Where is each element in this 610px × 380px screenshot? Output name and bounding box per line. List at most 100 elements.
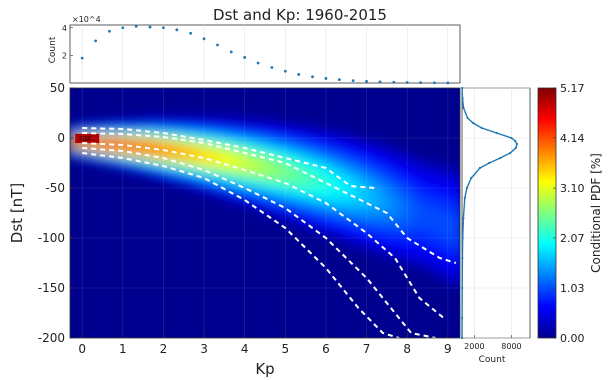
kp-count-point <box>243 56 247 59</box>
kp-count-point <box>134 24 138 28</box>
dst-count-point <box>461 236 464 240</box>
dst-count-point <box>509 151 512 155</box>
kp-count-ytick: 4 <box>62 24 67 33</box>
kp-count-point <box>216 43 219 47</box>
dst-count-curve <box>461 87 518 339</box>
kp-count-multiplier: ×10^4 <box>72 15 101 24</box>
kp-count-point <box>162 26 165 30</box>
dst-count-point <box>488 161 491 165</box>
y-tick-label: -150 <box>38 281 65 295</box>
colorbar-tick-label: 3.10 <box>560 182 585 195</box>
dst-count-point <box>495 131 498 135</box>
kp-count-point <box>80 56 84 60</box>
x-tick-label: 3 <box>200 342 208 356</box>
kp-count-point <box>121 26 125 30</box>
dst-count-point <box>461 286 464 290</box>
contour-line-3 <box>82 142 445 319</box>
contour-line-1 <box>82 127 375 189</box>
contour-line-5 <box>82 152 400 338</box>
dst-count-point <box>462 106 465 110</box>
x-tick-label: 4 <box>241 342 249 356</box>
kp-count-point <box>324 77 328 80</box>
dst-count-point <box>472 121 475 125</box>
dst-count-panel: 2000 8000 Count <box>460 86 531 365</box>
dst-count-point <box>466 116 469 120</box>
dst-count-point <box>460 316 464 320</box>
dst-count-point <box>514 146 517 150</box>
colorbar-tick-label: 2.07 <box>560 232 585 245</box>
heatmap-field <box>70 117 460 287</box>
kp-count-point <box>175 28 179 32</box>
y-tick-label: 0 <box>57 131 65 145</box>
x-tick-label: 7 <box>363 342 371 356</box>
kp-count-point <box>446 81 450 85</box>
dst-count-point <box>470 176 473 180</box>
kp-count-point <box>419 81 422 85</box>
dst-count-point <box>510 136 513 140</box>
colorbar-tick-label: 4.14 <box>560 132 585 145</box>
kp-count-ylabel: Count <box>48 36 58 63</box>
dst-count-xtick: 8000 <box>501 342 521 351</box>
dst-count-point <box>515 142 519 146</box>
colorbar-gradient <box>537 87 557 339</box>
dst-count-point <box>480 126 483 130</box>
y-tick-label: -50 <box>45 181 65 195</box>
kp-count-point <box>94 39 97 43</box>
colorbar-tick-label: 0.00 <box>560 332 585 345</box>
y-tick-label: -100 <box>38 231 65 245</box>
colorbar-tick-label: 1.03 <box>560 282 585 295</box>
dst-count-point <box>460 336 464 340</box>
kp-count-point <box>148 25 152 29</box>
kp-count-panel: 4 2 ×10^4 Count <box>48 15 461 85</box>
kp-count-point <box>297 73 301 76</box>
kp-count-point <box>392 80 396 84</box>
chart-title: Dst and Kp: 1960-2015 <box>213 6 387 24</box>
kp-count-point <box>337 78 341 82</box>
kp-count-point <box>405 81 409 84</box>
dst-count-frame <box>461 87 531 339</box>
dst-count-point <box>514 139 517 143</box>
kp-count-point <box>189 31 193 35</box>
dst-count-point <box>461 256 464 260</box>
kp-count-point <box>311 75 314 79</box>
colorbar-label: Conditional PDF [%] <box>589 153 603 273</box>
heatmap-panel: 0 1 2 3 4 5 6 7 8 9 50 0 -50 -100 -150 -200 Kp Dst [nT… <box>8 81 461 378</box>
colorbar-tick-label: 5.17 <box>560 82 585 95</box>
x-tick-label: 0 <box>78 342 86 356</box>
x-tick-label: 8 <box>403 342 411 356</box>
kp-count-point <box>433 81 436 85</box>
dst-count-point <box>499 156 502 160</box>
x-tick-label: 9 <box>444 342 452 356</box>
kp-count-point <box>229 50 233 54</box>
heatmap-frame <box>69 87 461 339</box>
x-tick-label: 6 <box>322 342 330 356</box>
x-tick-label: 2 <box>160 342 168 356</box>
dst-count-point <box>465 186 469 190</box>
y-tick-label: 50 <box>50 81 65 95</box>
contour-line-4 <box>82 147 436 338</box>
kp-count-point <box>108 29 111 33</box>
kp-count-ytick: 2 <box>62 51 67 60</box>
x-axis-label: Kp <box>255 360 274 378</box>
contour-line-2 <box>82 132 457 264</box>
kp-count-point <box>202 37 206 41</box>
colorbar: 5.17 4.14 3.10 2.07 1.03 0.00 Conditional PDF… <box>537 82 603 345</box>
y-axis-label: Dst [nT] <box>8 183 26 243</box>
kp-count-point <box>256 61 260 65</box>
y-tick-label: -200 <box>38 331 65 345</box>
dst-count-point <box>461 86 464 90</box>
x-tick-label: 5 <box>281 342 289 356</box>
dst-count-point <box>461 96 464 100</box>
kp-count-point <box>283 69 287 73</box>
kp-count-frame <box>69 24 461 84</box>
dst-count-point <box>478 166 482 170</box>
kp-count-point <box>270 66 274 69</box>
dst-count-point <box>463 196 466 200</box>
kp-count-point <box>378 80 382 84</box>
kp-count-point <box>351 79 355 83</box>
dst-count-point <box>462 216 465 220</box>
dst-count-xlabel: Count <box>479 355 506 365</box>
x-tick-label: 1 <box>119 342 127 356</box>
